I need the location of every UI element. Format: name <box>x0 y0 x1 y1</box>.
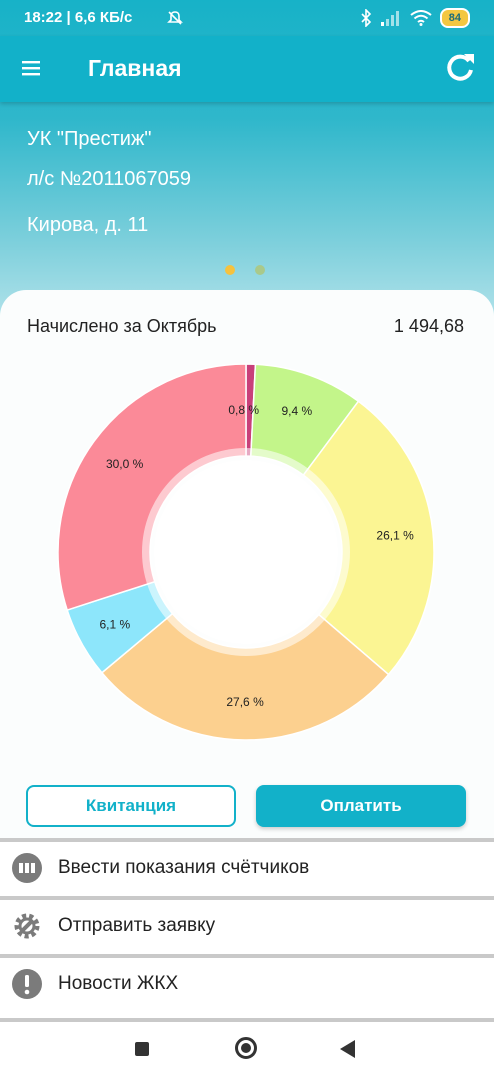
menu-item-meters[interactable]: Ввести показания счётчиков <box>0 838 494 894</box>
menu-item-news[interactable]: Новости ЖКХ <box>0 954 494 1010</box>
donut-label: 26,1 % <box>376 529 414 543</box>
refresh-icon[interactable] <box>442 50 478 86</box>
home-icon[interactable] <box>235 1037 257 1059</box>
donut-hole <box>154 460 338 644</box>
receipt-button[interactable]: Квитанция <box>26 785 236 827</box>
wifi-icon <box>410 10 432 26</box>
battery-icon: 84 <box>439 8 470 28</box>
account-number: л/с №2011067059 <box>27 168 191 190</box>
signal-icon <box>380 11 399 26</box>
account-address: Кирова, д. 11 <box>27 214 149 236</box>
menu-item-label: Отправить заявку <box>58 915 216 936</box>
back-icon[interactable] <box>340 1040 355 1058</box>
recent-apps-icon[interactable] <box>135 1042 149 1056</box>
page-title: Главная <box>88 55 182 81</box>
donut-label: 0,8 % <box>228 403 259 417</box>
donut-label: 9,4 % <box>281 404 312 418</box>
page-dot-active[interactable] <box>225 265 235 275</box>
meter-icon <box>12 853 42 883</box>
pay-button[interactable]: Оплатить <box>256 785 466 827</box>
mute-bell-icon <box>167 11 183 25</box>
donut-chart[interactable]: 0,8 % 9,4 % 26,1 % 27,6 % 6,1 % 30,0 % <box>56 362 436 742</box>
system-nav-bar <box>0 1018 494 1076</box>
menu-item-request[interactable]: Отправить заявку <box>0 896 494 952</box>
hamburger-menu-icon[interactable] <box>20 56 46 82</box>
app-bar: Главная <box>0 36 494 102</box>
page-dot[interactable] <box>255 265 265 275</box>
gear-wrench-icon <box>14 913 40 939</box>
status-time: 18:22 | 6,6 КБ/с <box>24 9 133 26</box>
page-indicator[interactable] <box>225 265 265 275</box>
menu-item-label: Ввести показания счётчиков <box>58 857 310 878</box>
charges-label: Начислено за Октябрь <box>27 316 217 336</box>
donut-label: 30,0 % <box>106 457 144 471</box>
bluetooth-icon <box>361 9 371 27</box>
charges-amount: 1 494,68 <box>393 316 464 336</box>
status-icons: 84 <box>360 8 470 28</box>
company-name: УК "Престиж" <box>27 128 152 150</box>
donut-label: 6,1 % <box>99 618 130 632</box>
donut-label: 27,6 % <box>226 695 264 709</box>
menu-item-label: Новости ЖКХ <box>58 973 179 994</box>
alert-icon <box>12 969 42 999</box>
status-bar: 18:22 | 6,6 КБ/с 84 <box>0 0 494 36</box>
